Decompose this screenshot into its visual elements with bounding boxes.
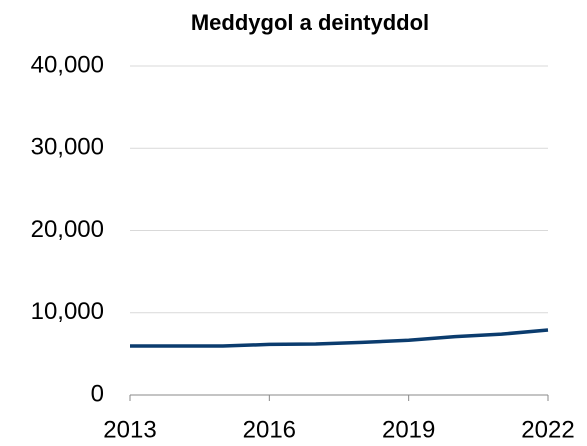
- y-tick-label: 0: [91, 380, 104, 407]
- x-tick-label: 2013: [103, 416, 156, 443]
- x-tick-label: 2019: [382, 416, 435, 443]
- y-tick-label: 20,000: [31, 216, 104, 243]
- x-tick-label: 2022: [521, 416, 574, 443]
- data-line: [130, 328, 549, 348]
- chart-title: Meddygol a deintyddol: [191, 10, 429, 35]
- x-tick-label: 2016: [243, 416, 296, 443]
- y-tick-label: 40,000: [31, 51, 104, 78]
- y-tick-label: 10,000: [31, 298, 104, 325]
- y-tick-label: 30,000: [31, 134, 104, 161]
